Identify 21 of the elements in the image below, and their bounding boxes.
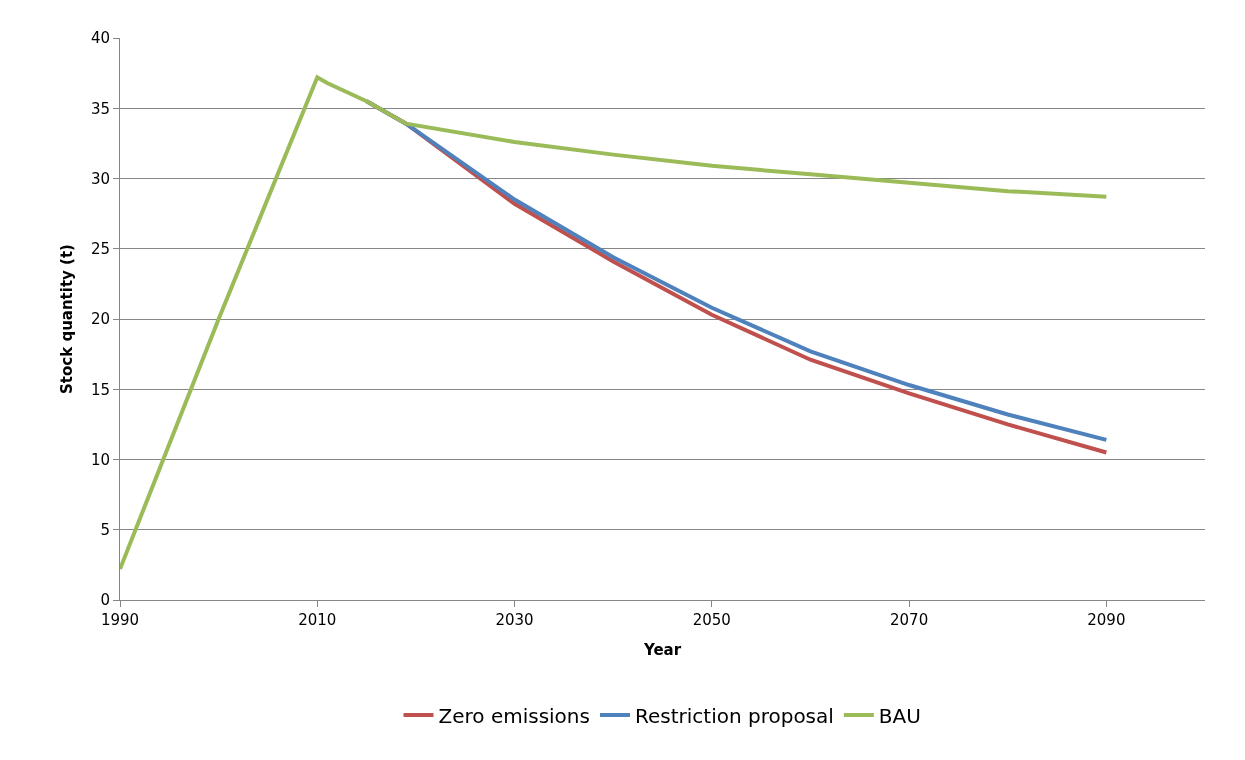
y-tick-label: 10 [90,450,110,469]
x-axis-title: Year [642,641,682,659]
legend-label: Zero emissions [438,703,590,728]
x-tick-label: 1990 [100,611,140,629]
x-tick-label: 2010 [298,611,337,629]
legend-label: BAU [878,703,921,728]
x-tick-label: 2090 [1087,611,1126,629]
y-tick-label: 0 [100,591,110,610]
legend-label: Restriction proposal [634,703,834,728]
x-tick-label: 2050 [692,611,731,629]
y-axis-title: Stock quantity (t) [58,244,77,394]
x-tick-label: 2070 [890,611,929,629]
y-tick-label: 20 [90,310,110,329]
y-tick-label: 25 [90,240,110,258]
line-series [120,75,1109,572]
y-tick-label: 30 [90,169,110,188]
x-tick-label: 2030 [495,611,534,629]
y-tick-label: 35 [90,99,110,118]
y-tick-label: 40 [90,29,110,48]
y-tick-label: 5 [100,521,110,539]
y-tick-label: 15 [90,380,110,399]
